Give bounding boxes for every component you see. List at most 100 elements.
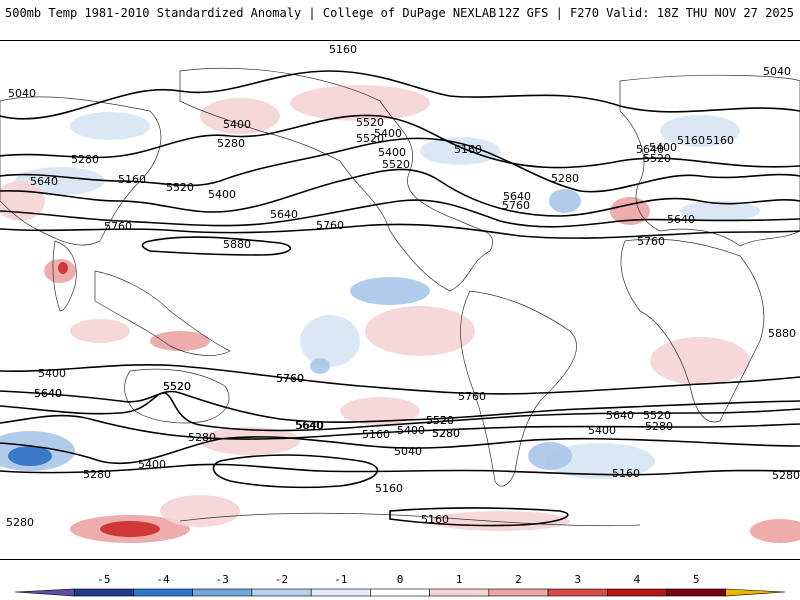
- colorbar-swatch: [251, 588, 312, 597]
- anomaly-patch: [58, 262, 68, 274]
- contour-5760-south: [0, 364, 800, 395]
- colorbar-tick-label: 5: [693, 573, 700, 586]
- anomaly-patch: [200, 98, 280, 134]
- colorbar-swatch: [14, 588, 75, 597]
- colorbar-swatch: [73, 588, 134, 597]
- anomaly-patch: [430, 511, 570, 531]
- contour-label: 5400: [38, 367, 66, 380]
- colorbar-swatch: [310, 588, 371, 597]
- contour-5640-north: [0, 199, 800, 228]
- map-title: 500mb Temp 1981-2010 Standardized Anomal…: [5, 6, 497, 20]
- anomaly-patch: [650, 337, 750, 385]
- anomaly-patch: [200, 427, 300, 455]
- coast-europe-asia: [619, 74, 800, 247]
- colorbar-tick-label: -3: [216, 573, 229, 586]
- contour-label: 5520: [163, 380, 191, 393]
- contour-label: 5400: [138, 458, 166, 471]
- contour-5760-north: [0, 223, 800, 239]
- contour-5280-north: [0, 114, 800, 169]
- contour-label: 5160: [118, 173, 146, 186]
- contour-label: 5760: [104, 220, 132, 233]
- contour-5160-south: [0, 463, 800, 476]
- contour-label: 5520: [643, 409, 671, 422]
- contour-label: 5280: [645, 420, 673, 433]
- coast-africa: [620, 238, 765, 423]
- contour-label: 5880: [223, 238, 251, 251]
- contour-label: 5280: [551, 172, 579, 185]
- anomaly-shading: [0, 85, 800, 543]
- contour-label: 5280: [432, 427, 460, 440]
- anomaly-patch: [150, 331, 210, 351]
- contour-label: 5520: [166, 181, 194, 194]
- contour-label: 5640: [34, 387, 62, 400]
- contour-label: 5760: [458, 390, 486, 403]
- contour-label: 5640: [295, 419, 323, 432]
- colorbar-swatch: [133, 588, 193, 597]
- coast-north-america: [179, 68, 493, 292]
- contour-label: 5520: [643, 152, 671, 165]
- colorbar-swatch: [607, 588, 667, 597]
- contour-label: 5760: [276, 372, 304, 385]
- contour-label: 5280: [6, 516, 34, 529]
- colorbar-tick-label: -1: [334, 573, 347, 586]
- contour-5160-polar: [389, 507, 569, 527]
- anomaly-patch: [549, 189, 581, 213]
- contour-label: 5640: [636, 143, 664, 156]
- colorbar-swatch: [370, 588, 430, 597]
- contour-label: 5160: [677, 134, 705, 147]
- contour-label: 5160: [612, 467, 640, 480]
- contour-5160-north: [0, 70, 800, 120]
- anomaly-colorbar: -5 -4 -3 -2 -1 0 1 2 3 4 5: [14, 573, 786, 597]
- anomaly-patch: [70, 319, 130, 343]
- anomaly-patch: [300, 315, 360, 367]
- colorbar-tick-label: 0: [397, 573, 404, 586]
- colorbar-swatch: [725, 588, 786, 597]
- contour-label: 5160: [454, 143, 482, 156]
- contour-5400-south: [0, 414, 800, 440]
- contour-label: 5640: [34, 387, 62, 400]
- contour-label: 5280: [217, 137, 245, 150]
- anomaly-patch: [8, 446, 52, 466]
- colorbar-swatch: [547, 588, 608, 597]
- anomaly-patch: [290, 85, 430, 121]
- contour-label: 5160: [329, 43, 357, 56]
- contour-label: 5760: [502, 199, 530, 212]
- anomaly-patch: [420, 137, 500, 165]
- anomaly-patch: [680, 201, 760, 221]
- contour-label: 5280: [188, 431, 216, 444]
- contour-5640-south: [0, 390, 800, 423]
- contour-label: 5640: [296, 419, 324, 432]
- contour-label: 5520: [426, 414, 454, 427]
- contour-label: 5040: [394, 445, 422, 458]
- colorbar-swatch: [488, 588, 549, 597]
- anomaly-patch: [100, 521, 160, 537]
- contour-5040-south: [212, 454, 379, 489]
- anomaly-patch: [365, 306, 475, 356]
- colorbar-tick-label: -5: [97, 573, 110, 586]
- colorbar-tick-label: 1: [456, 573, 463, 586]
- coast-australia: [124, 368, 230, 424]
- model-run-info: 12Z GFS | F270 Valid: 18Z THU NOV 27 202…: [497, 6, 794, 20]
- anomaly-patch: [610, 197, 650, 225]
- coast-india: [52, 240, 77, 312]
- contour-label: 5400: [649, 141, 677, 154]
- colorbar-tick-label: -2: [275, 573, 288, 586]
- anomaly-patch: [310, 358, 330, 374]
- anomaly-patch: [660, 115, 740, 147]
- anomaly-patch: [750, 519, 800, 543]
- contour-label: 5520: [382, 158, 410, 171]
- contour-label: 5520: [356, 116, 384, 129]
- contour-label: 5760: [276, 372, 304, 385]
- colorbar-tick-label: 4: [634, 573, 641, 586]
- contour-label: 5280: [432, 427, 460, 440]
- colorbar-swatch: [192, 588, 253, 597]
- contour-label: 5400: [374, 127, 402, 140]
- contour-label: 5280: [772, 469, 800, 482]
- contour-label: 5640: [606, 409, 634, 422]
- contour-5520-south: [0, 392, 800, 432]
- contour-label: 5400: [397, 424, 425, 437]
- anomaly-patch: [545, 443, 655, 479]
- contour-label: 5520: [426, 414, 454, 427]
